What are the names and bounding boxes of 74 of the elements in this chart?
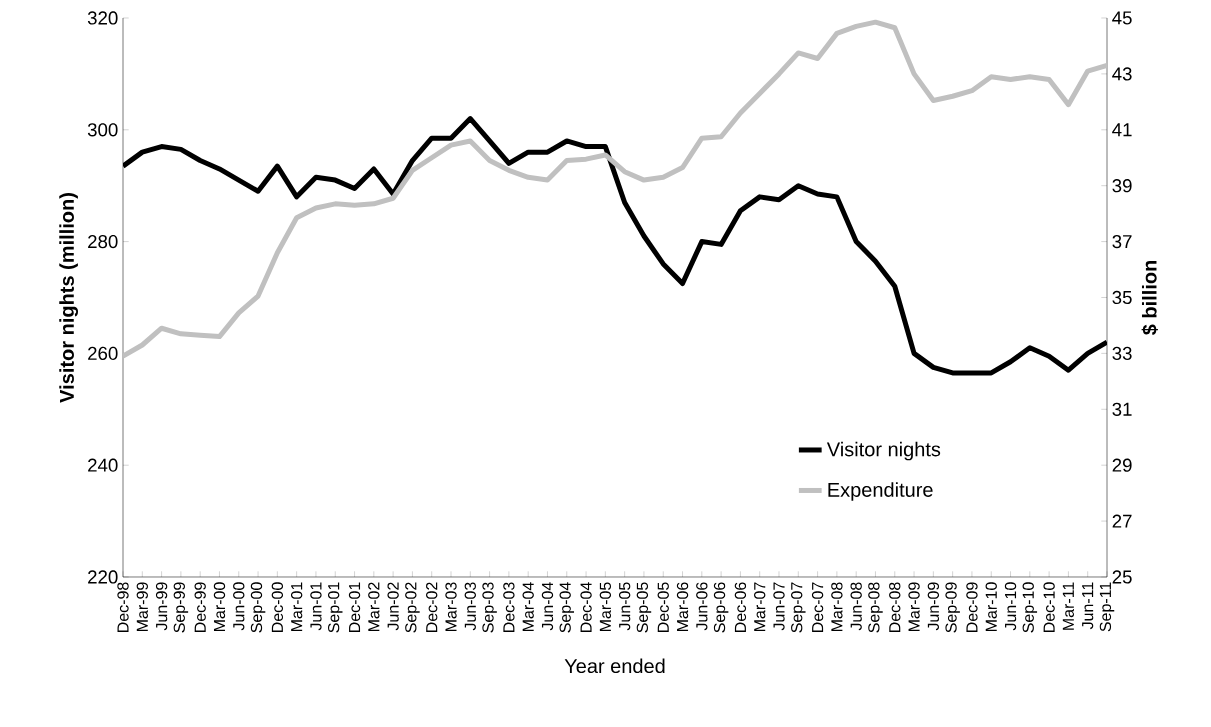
y2-tick-label: 39 [1112,179,1132,193]
x-tick-label: Jun-02 [387,582,399,631]
x-tick-label: Jun-11 [1082,582,1094,630]
x-tick-label: Sep-00 [250,582,266,633]
x-tick-label: Sep-08 [868,582,883,633]
x-tick-label: Dec-98 [117,582,129,632]
x-tick-label: Mar-04 [522,582,534,632]
y2-tick-label: 31 [1112,402,1132,416]
y-tick-label: 300 [87,123,118,137]
y-tick-label: 260 [88,346,118,360]
x-tick-label: Jun-07 [773,582,785,631]
y2-tick-label: 29 [1112,458,1132,472]
x-tick-label: Jun-03 [464,582,476,631]
y-axis-title: Visitor nights (million) [59,193,78,403]
y-tick-label: 220 [88,570,118,584]
x-tick-label: Jun-05 [618,582,631,631]
x-tick-label: Dec-02 [426,582,438,632]
x-tick-label: Dec-08 [889,582,901,632]
x-tick-label: Sep-11 [1099,582,1115,632]
x-tick-label: Jun-00 [233,582,245,631]
x-tick-label: Sep-06 [713,582,729,633]
x-tick-label: Mar-99 [136,582,148,632]
x-tick-label: Dec-10 [1043,582,1055,632]
x-tick-label: Mar-11 [1062,582,1074,630]
x-tick-label: Dec-03 [503,582,515,632]
x-tick-label: Mar-07 [754,582,766,632]
y-tick-label: 320 [87,11,118,25]
x-tick-label: Jun-99 [155,582,168,631]
x-tick-label: Mar-00 [213,582,226,632]
x-tick-label: Jun-06 [696,582,708,631]
x-axis-title: Year ended [564,658,665,674]
x-tick-label: Mar-08 [831,582,843,632]
x-tick-label: Sep-03 [482,582,497,633]
legend-label: Expenditure [828,482,933,501]
x-tick-label: Sep-07 [791,582,806,633]
x-tick-label: Dec-05 [657,582,669,632]
x-tick-label: Sep-10 [1022,582,1038,633]
x-tick-label: Jun-10 [1004,582,1017,631]
x-tick-label: Mar-06 [676,582,689,632]
y2-tick-label: 25 [1112,570,1132,584]
x-tick-label: Dec-01 [348,582,361,632]
x-tick-label: Mar-01 [290,582,303,632]
x-tick-label: Mar-05 [599,582,612,632]
x-tick-label: Dec-99 [194,582,206,632]
y2-tick-label: 27 [1112,514,1132,528]
x-tick-label: Sep-04 [559,582,575,633]
x-tick-label: Dec-06 [734,582,747,632]
y2-tick-label: 43 [1112,67,1132,81]
y-tick-label: 240 [88,458,118,472]
x-tick-label: Sep-09 [945,582,960,633]
x-tick-label: Jun-08 [850,582,862,631]
y2-tick-label: 37 [1112,234,1132,249]
y2-tick-label: 35 [1112,290,1132,305]
x-tick-label: Sep-01 [328,582,343,633]
x-tick-label: Mar-03 [445,582,457,632]
y2-axis-title: $ billion [1141,260,1158,335]
x-tick-label: Dec-07 [811,582,824,632]
y-tick-label: 280 [88,234,118,249]
x-tick-label: Sep-99 [173,582,189,633]
x-tick-label: Mar-09 [908,582,920,632]
x-tick-label: Dec-00 [271,582,284,632]
x-tick-label: Dec-04 [580,582,592,632]
x-tick-label: Mar-02 [368,582,380,632]
x-tick-label: Sep-05 [636,582,652,633]
legend-label: Visitor nights [826,441,941,461]
x-tick-label: Dec-09 [966,582,978,632]
x-tick-label: Mar-10 [985,582,997,632]
x-tick-label: Sep-02 [405,582,420,633]
y2-tick-label: 33 [1112,346,1132,360]
y2-tick-label: 45 [1112,11,1132,25]
y2-tick-label: 41 [1112,123,1132,137]
x-tick-label: Jun-09 [927,582,940,631]
x-tick-label: Jun-01 [310,582,322,631]
x-tick-label: Jun-04 [541,582,554,631]
